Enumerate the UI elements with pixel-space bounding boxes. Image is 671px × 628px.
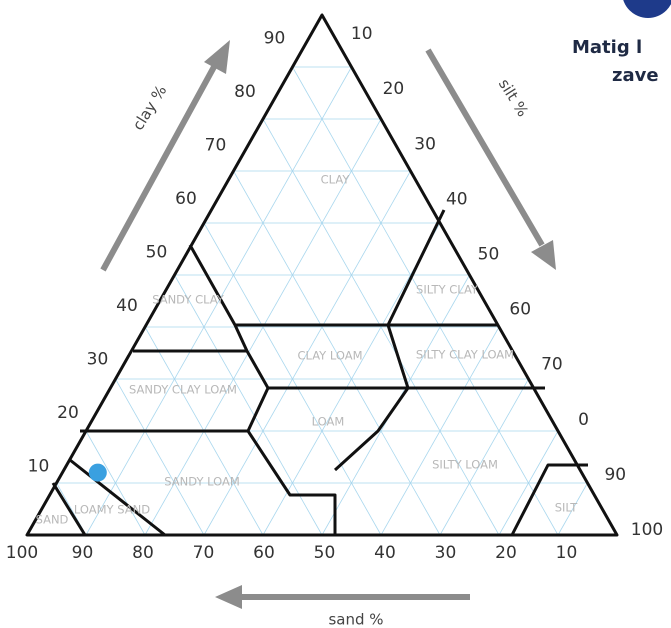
grid-line: [262, 118, 500, 536]
arrow: [425, 48, 545, 247]
clay-tick-label: 70: [205, 136, 227, 156]
sand-tick-label: 30: [435, 543, 457, 563]
grid-line: [115, 378, 205, 536]
grid-line: [203, 170, 411, 536]
grid-line: [85, 66, 352, 536]
grid-line: [557, 482, 588, 536]
sand-tick-label: 10: [556, 543, 578, 563]
grid-line: [292, 66, 559, 536]
region-label: CLAY: [321, 173, 351, 187]
silt-tick-label: 40: [446, 189, 468, 209]
silt-tick-label: 20: [383, 79, 405, 99]
arrow-head: [531, 240, 556, 270]
badge: [623, 0, 671, 18]
clay-tick-label: 90: [264, 29, 286, 49]
region-label: SILT: [555, 501, 579, 515]
silt-tick-label: 70: [541, 355, 563, 375]
clay-tick-label: 40: [116, 296, 138, 316]
sand-tick-label: 90: [72, 543, 94, 563]
clay-tick-label: 10: [28, 457, 50, 477]
sand-tick-label: 20: [495, 543, 517, 563]
clay-tick-label: 60: [175, 189, 197, 209]
sand-tick-label: 80: [132, 543, 154, 563]
silt-tick-label: 90: [604, 465, 626, 485]
grid-line: [174, 274, 323, 536]
silt-tick-label: 0: [578, 410, 589, 430]
sample-point: [88, 463, 107, 482]
clay-tick-label: 30: [87, 350, 109, 370]
arrow-head: [215, 585, 242, 609]
axis-title: silt %: [495, 76, 532, 120]
arrow: [100, 63, 218, 272]
grid-line: [85, 430, 146, 536]
sand-tick-label: 60: [253, 543, 275, 563]
silt-tick-label: 50: [478, 245, 500, 265]
triangle: [25, 13, 619, 537]
clay-tick-label: 80: [234, 82, 256, 102]
silt-tick-label: 10: [351, 24, 373, 44]
region-boundaries: [51, 209, 588, 537]
sand-tick-label: 100: [6, 543, 38, 563]
sand-tick-label: 50: [314, 543, 336, 563]
grid-line: [233, 170, 441, 536]
region-label: LOAM: [312, 415, 345, 429]
region-label: SAND: [36, 513, 69, 527]
region-label: SILTY CLAY: [416, 283, 479, 297]
grid-line: [203, 222, 382, 536]
grid-line: [439, 378, 529, 536]
silt-tick-label: 30: [414, 134, 436, 154]
sand-tick-label: 40: [374, 543, 396, 563]
side-text: Matig l: [572, 37, 642, 58]
silt-tick-label: 100: [631, 520, 663, 540]
axis-title: sand %: [328, 611, 383, 628]
side-text: zave: [612, 65, 659, 86]
silt-tick-label: 60: [509, 300, 531, 320]
region-label: LOAMY SAND: [74, 503, 150, 517]
region-label: SANDY CLAY LOAM: [129, 383, 237, 397]
clay-tick-label: 20: [57, 403, 79, 423]
region-label: SANDY CLAY: [152, 293, 225, 307]
sand-tick-label: 70: [193, 543, 215, 563]
region-label: CLAY LOAM: [298, 349, 363, 363]
region-label: SILTY LOAM: [432, 458, 498, 472]
region-label: SILTY CLAY LOAM: [416, 348, 514, 362]
arrow-head: [204, 40, 230, 74]
axis-title: clay %: [129, 82, 171, 134]
region-label: SANDY LOAM: [164, 475, 240, 489]
clay-tick-label: 50: [146, 243, 168, 263]
